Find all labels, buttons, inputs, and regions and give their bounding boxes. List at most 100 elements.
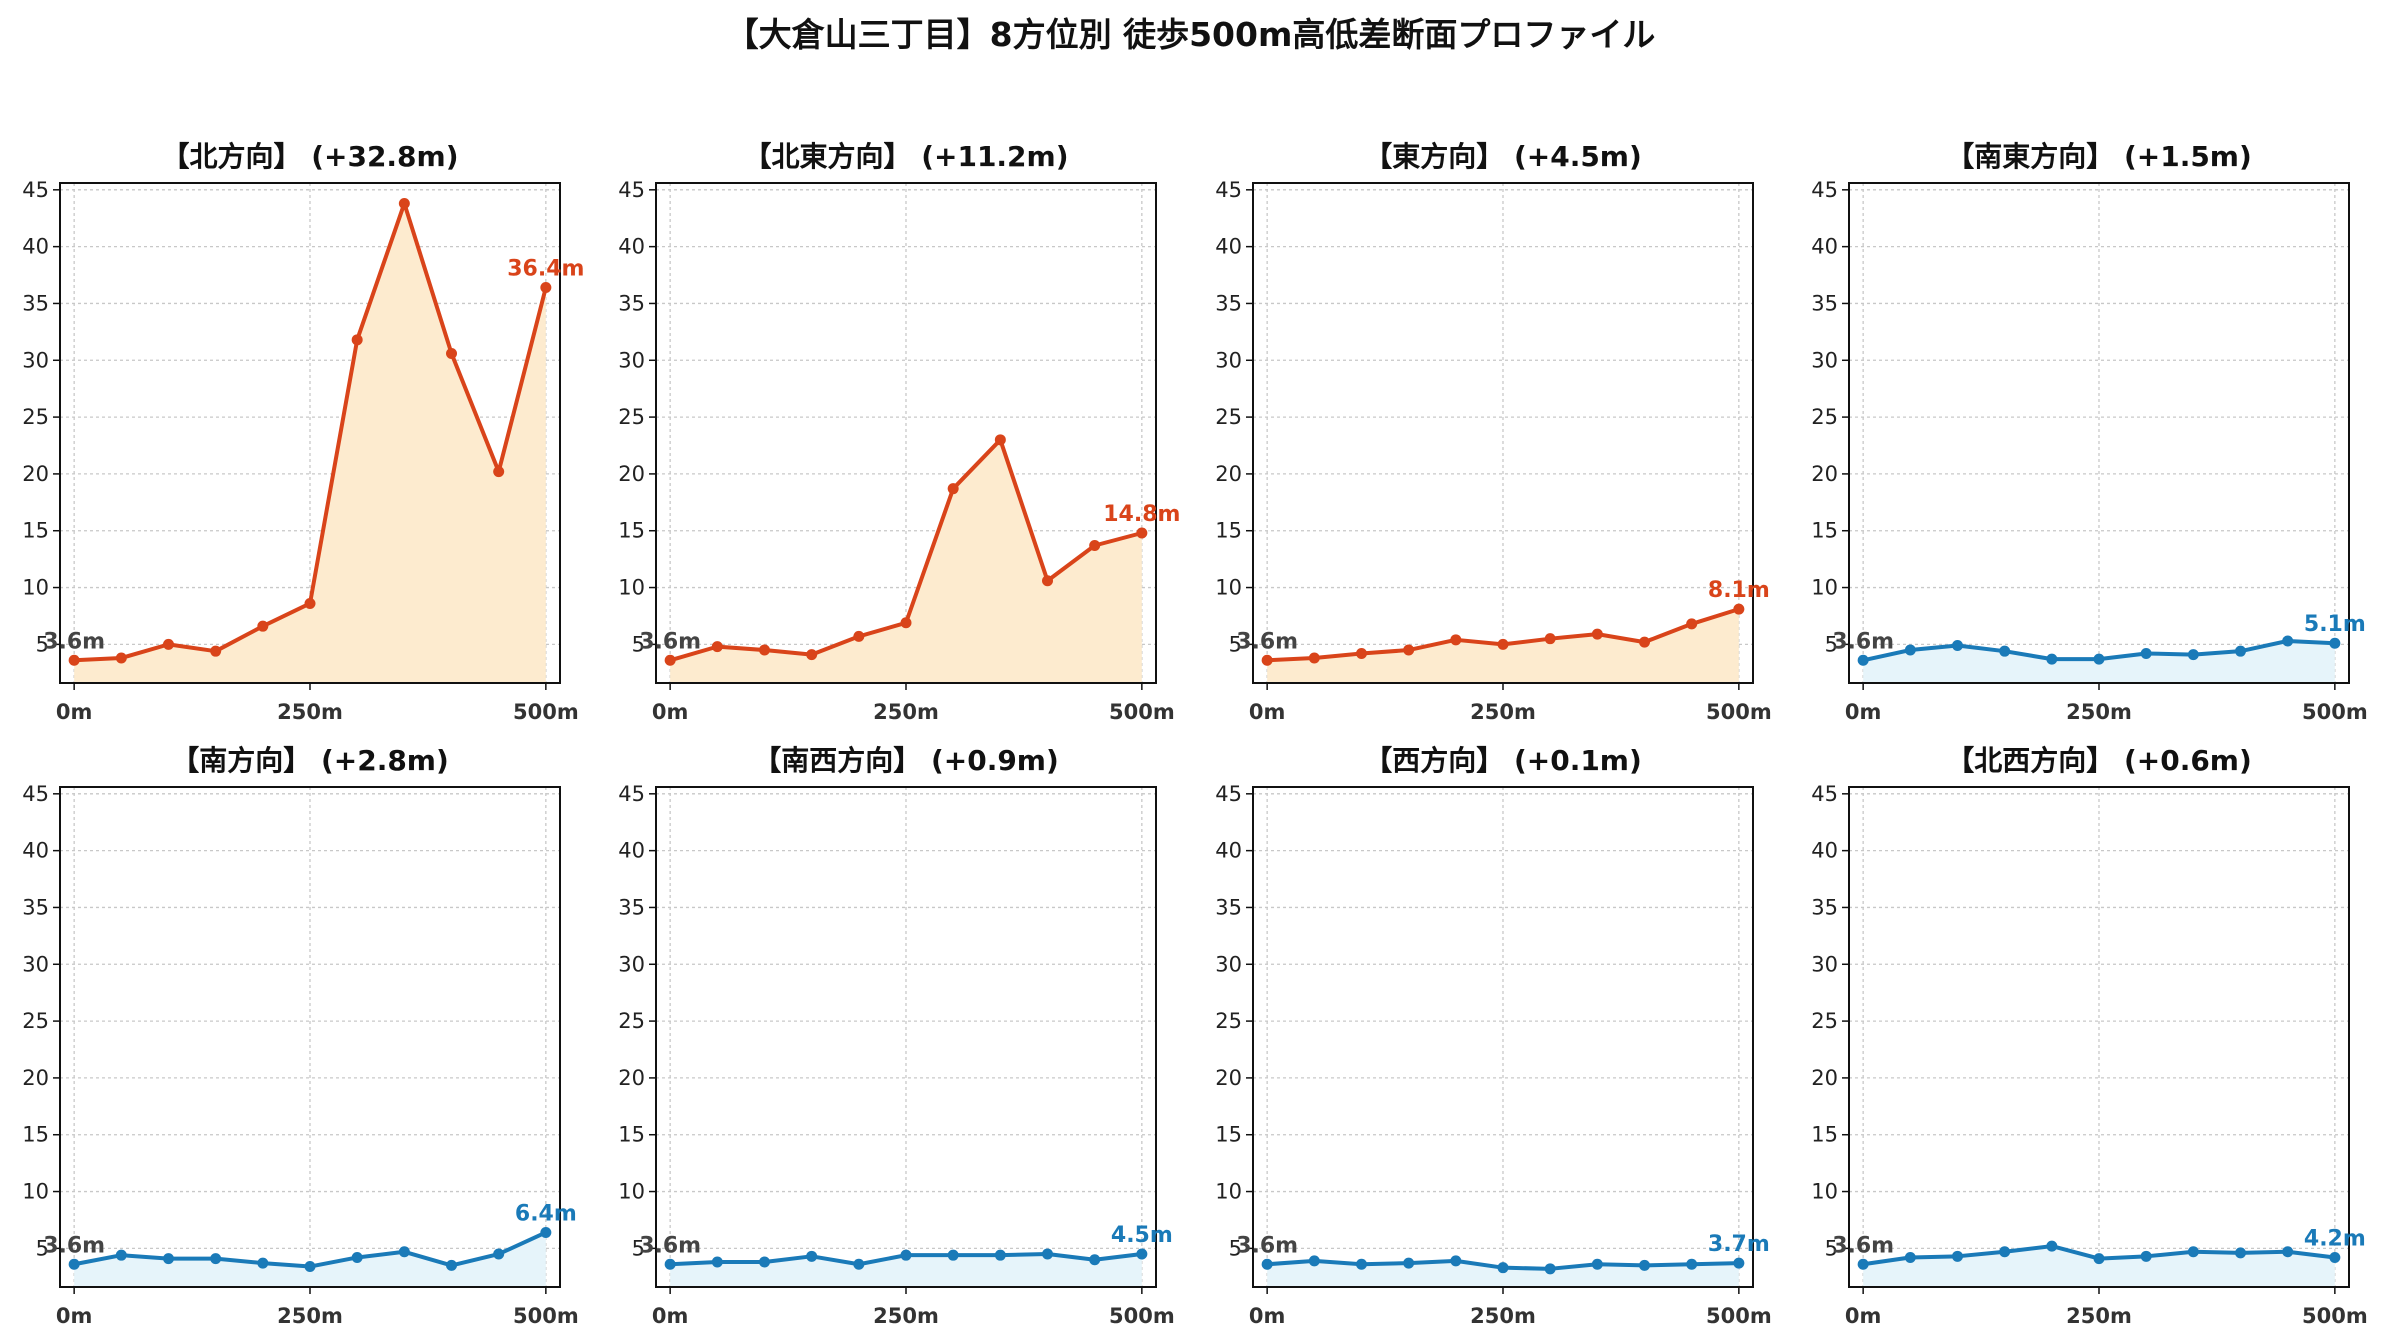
y-tick-label: 45 <box>1811 178 1838 202</box>
x-tick-label: 250m <box>1470 1304 1536 1328</box>
y-tick-label: 35 <box>1811 291 1838 315</box>
data-point <box>2140 647 2152 659</box>
data-point <box>1089 540 1101 551</box>
y-tick-label: 35 <box>618 291 645 315</box>
data-point <box>994 434 1006 446</box>
start-label: 3.6m <box>639 1233 701 1258</box>
x-tick-label: 500m <box>1109 700 1175 724</box>
figure-title: 【大倉山三丁目】8方位別 徒歩500m高低差断面プロファイル <box>725 15 1656 54</box>
y-tick-label: 5 <box>632 632 645 656</box>
data-point <box>304 1261 316 1273</box>
y-tick-label: 40 <box>1215 839 1242 863</box>
y-tick-label: 15 <box>22 519 49 543</box>
y-tick-label: 10 <box>1811 1180 1838 1204</box>
y-tick-label: 20 <box>22 462 49 486</box>
y-tick-label: 15 <box>1215 519 1242 543</box>
y-tick-label: 15 <box>1215 1123 1242 1147</box>
data-point <box>398 197 410 209</box>
y-tick-label: 25 <box>618 405 645 429</box>
y-tick-label: 15 <box>618 519 645 543</box>
panel-title: 【北方向】 (+32.8m) <box>161 140 458 173</box>
area-fill <box>670 1254 1142 1287</box>
data-point <box>2046 1240 2058 1252</box>
data-point <box>1308 1255 1320 1267</box>
x-tick-label: 250m <box>873 1304 939 1328</box>
x-tick-label: 500m <box>1706 1304 1772 1328</box>
data-point <box>351 334 363 346</box>
data-point <box>1308 652 1320 664</box>
data-point <box>493 1248 505 1260</box>
x-tick-label: 250m <box>277 1304 343 1328</box>
data-point <box>2093 653 2105 665</box>
x-tick-label: 0m <box>1249 700 1286 724</box>
data-point <box>1355 1258 1367 1270</box>
panel-8: 5 10 15 20 25 30 35 40 45 0m 250m 500m 【北西方向】 (+0.6m… <box>1811 744 2367 1328</box>
end-label: 6.4m <box>515 1201 577 1226</box>
y-tick-label: 10 <box>1215 576 1242 600</box>
x-tick-label: 500m <box>513 700 579 724</box>
x-tick-label: 500m <box>2302 1304 2368 1328</box>
area-fill <box>670 439 1142 683</box>
x-tick-label: 0m <box>1845 700 1882 724</box>
y-tick-label: 10 <box>618 576 645 600</box>
data-point <box>493 466 505 478</box>
start-label: 3.6m <box>1236 629 1298 654</box>
data-point <box>1042 1248 1054 1260</box>
y-tick-label: 10 <box>22 576 49 600</box>
y-tick-label: 45 <box>1215 782 1242 806</box>
x-tick-label: 250m <box>2066 1304 2132 1328</box>
panel-5: 5 10 15 20 25 30 35 40 45 0m 250m 500m 【南方向】 (+2.8m)… <box>22 744 578 1328</box>
area-fill <box>74 203 546 684</box>
y-tick-label: 40 <box>1811 235 1838 259</box>
y-tick-label: 35 <box>1215 895 1242 919</box>
y-tick-label: 30 <box>1215 952 1242 976</box>
data-point <box>947 1249 959 1261</box>
x-tick-label: 0m <box>652 1304 689 1328</box>
data-point <box>2187 1246 2199 1258</box>
data-point <box>68 654 80 666</box>
start-label: 3.6m <box>1832 629 1894 654</box>
data-point <box>1857 654 1869 666</box>
data-point <box>1999 1246 2011 1258</box>
area-fill <box>74 1232 546 1287</box>
data-point <box>68 1258 80 1270</box>
y-tick-label: 20 <box>22 1066 49 1090</box>
data-point <box>398 1246 410 1258</box>
y-tick-label: 30 <box>22 348 49 372</box>
data-point <box>1544 1263 1556 1275</box>
panel-2: 5 10 15 20 25 30 35 40 45 0m 250m 500m 【北東方向】 (+11.2… <box>618 140 1180 724</box>
data-point <box>2235 1247 2247 1259</box>
y-tick-label: 10 <box>22 1180 49 1204</box>
data-point <box>1261 654 1273 666</box>
y-tick-label: 20 <box>1215 1066 1242 1090</box>
data-point <box>1733 603 1745 615</box>
y-tick-label: 40 <box>22 839 49 863</box>
data-point <box>1544 633 1556 645</box>
y-tick-label: 45 <box>618 178 645 202</box>
end-label: 4.5m <box>1111 1223 1173 1248</box>
y-tick-label: 45 <box>618 782 645 806</box>
start-label: 3.6m <box>1832 1233 1894 1258</box>
y-tick-label: 35 <box>618 895 645 919</box>
x-tick-label: 0m <box>56 700 93 724</box>
data-point <box>1403 644 1415 656</box>
y-tick-label: 35 <box>1811 895 1838 919</box>
data-point <box>1639 1259 1651 1271</box>
end-label: 5.1m <box>2304 612 2366 637</box>
data-point <box>758 1256 770 1268</box>
y-tick-label: 40 <box>618 235 645 259</box>
data-point <box>900 617 912 629</box>
y-tick-label: 40 <box>618 839 645 863</box>
data-point <box>115 1249 127 1261</box>
y-tick-label: 25 <box>1811 1009 1838 1033</box>
y-tick-label: 30 <box>1215 348 1242 372</box>
panel-1: 5 10 15 20 25 30 35 40 45 0m 250m 500m 【北方向】 (+32.8m… <box>22 140 584 724</box>
y-tick-label: 35 <box>22 895 49 919</box>
y-tick-label: 25 <box>618 1009 645 1033</box>
data-point <box>853 1258 865 1270</box>
y-tick-label: 25 <box>1215 1009 1242 1033</box>
start-label: 3.6m <box>43 1233 105 1258</box>
data-point <box>664 1258 676 1270</box>
data-point <box>540 282 552 294</box>
